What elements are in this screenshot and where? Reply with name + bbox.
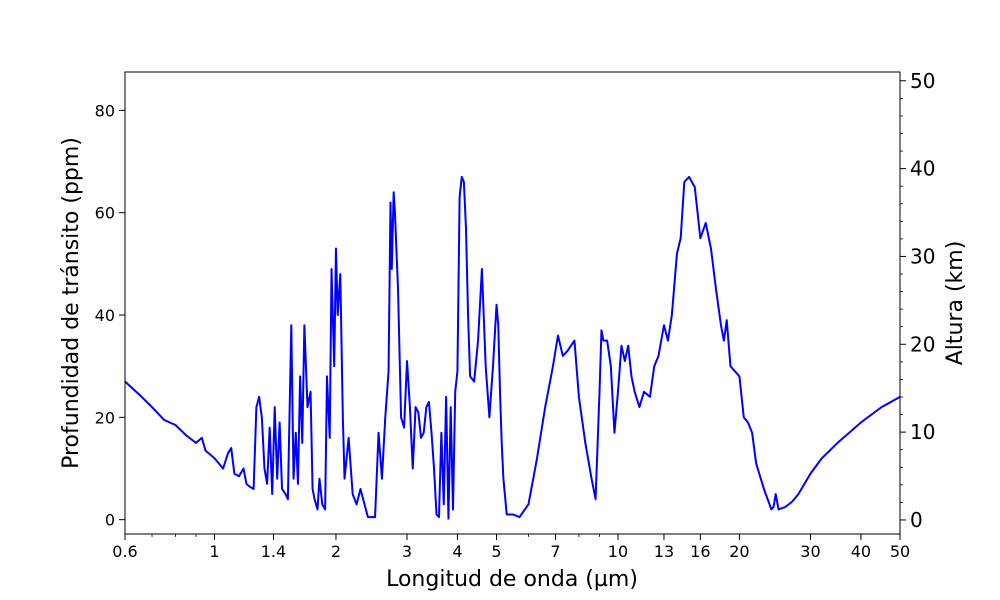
y-right-tick-label: 10 bbox=[910, 420, 935, 444]
x-tick-label: 20 bbox=[729, 542, 749, 561]
x-tick-label: 2 bbox=[331, 542, 341, 561]
x-tick-label: 7 bbox=[550, 542, 560, 561]
y-tick-label: 60 bbox=[95, 204, 115, 223]
x-tick-label: 0.6 bbox=[112, 542, 137, 561]
x-tick-label: 5 bbox=[491, 542, 501, 561]
y-tick-label: 40 bbox=[95, 306, 115, 325]
x-axis-label: Longitud de onda (µm) bbox=[386, 567, 638, 592]
x-axis: 0.6 1 1.4 2 3 4 5 7 10 13 16 20 30 40 50 bbox=[112, 534, 910, 561]
y-tick-label: 0 bbox=[105, 511, 115, 530]
y-right-tick-label: 30 bbox=[910, 244, 935, 268]
x-tick-label: 16 bbox=[690, 542, 710, 561]
y-tick-label: 80 bbox=[95, 101, 115, 120]
plot-frame bbox=[124, 71, 901, 535]
x-tick-label: 1.4 bbox=[261, 542, 286, 561]
y-right-tick-label: 20 bbox=[910, 332, 935, 356]
y-right-tick-label: 0 bbox=[910, 508, 923, 532]
x-tick-label: 50 bbox=[890, 542, 910, 561]
y-axis-label: Profundidad de tránsito (ppm) bbox=[59, 137, 84, 469]
x-tick-label: 40 bbox=[851, 542, 871, 561]
plot-area bbox=[124, 175, 901, 520]
y-axis-left: 0 20 40 60 80 bbox=[95, 101, 125, 530]
y-right-tick-label: 50 bbox=[910, 69, 935, 93]
x-tick-label: 3 bbox=[402, 542, 412, 561]
x-tick-label: 30 bbox=[800, 542, 820, 561]
x-tick-label: 10 bbox=[608, 542, 628, 561]
x-tick-label: 13 bbox=[654, 542, 674, 561]
y-axis-right: 0 10 20 30 40 50 bbox=[900, 69, 935, 532]
y-tick-label: 20 bbox=[95, 408, 115, 427]
x-tick-label: 4 bbox=[452, 542, 462, 561]
y-axis-right-label: Altura (km) bbox=[943, 241, 968, 366]
y-right-tick-label: 40 bbox=[910, 157, 935, 181]
x-tick-label: 1 bbox=[209, 542, 219, 561]
series-line-0 bbox=[124, 175, 901, 520]
